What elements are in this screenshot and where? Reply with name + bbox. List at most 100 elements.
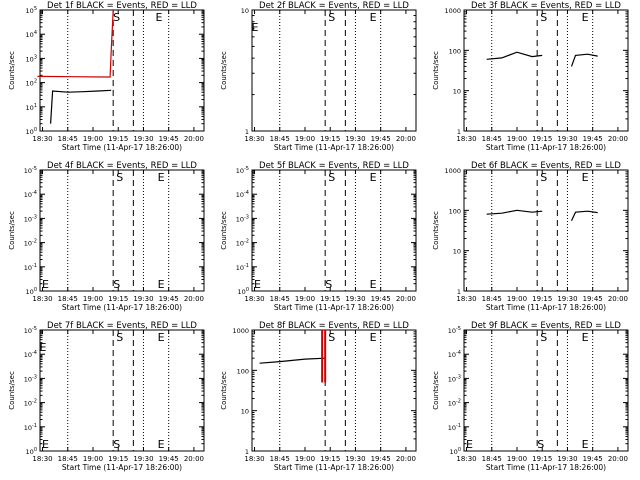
start-marker: S — [540, 331, 547, 344]
x-tick-label: 19:15 — [532, 135, 552, 143]
plot-frame — [251, 329, 417, 452]
x-tick-label: 19:30 — [557, 135, 577, 143]
y-tick-label: 100 — [26, 127, 37, 136]
panel-title: Det 1f BLACK = Events, RED = LLD — [47, 1, 197, 11]
x-tick-label: 19:45 — [583, 295, 603, 303]
y-axis-label: Counts/sec — [220, 211, 228, 250]
y-tick-label: 1 — [245, 448, 249, 456]
panel-title: Det 5f BLACK = Events, RED = LLD — [259, 161, 409, 171]
x-tick-label: 18:45 — [58, 135, 78, 143]
x-tick-label: 19:15 — [108, 455, 128, 463]
x-tick-label: 19:45 — [583, 135, 603, 143]
plot-frame — [463, 9, 629, 132]
y-axis-label: Counts/sec — [8, 211, 16, 250]
y-tick-label: 100 — [26, 287, 37, 296]
panel-title: Det 6f BLACK = Events, RED = LLD — [471, 161, 621, 171]
x-tick-label: 18:45 — [58, 295, 78, 303]
x-tick-label: 18:30 — [32, 455, 52, 463]
x-tick-label: 19:00 — [295, 455, 315, 463]
x-tick-label: 19:15 — [108, 135, 128, 143]
y-tick-label: 104 — [26, 30, 37, 39]
end-marker: E — [158, 171, 165, 184]
panel-3: Det 3f BLACK = Events, RED = LLD 18:30 18:… — [432, 1, 629, 152]
y-tick-label: 10-1 — [24, 263, 37, 272]
x-tick-label: 19:45 — [159, 135, 179, 143]
end-marker-bottom: E — [42, 278, 49, 291]
x-tick-label: 19:30 — [557, 455, 577, 463]
x-tick-label: 18:30 — [456, 135, 476, 143]
end-marker-bottom: E — [254, 278, 261, 291]
x-tick-label: 19:45 — [371, 135, 391, 143]
panel-2: Det 2f BLACK = Events, RED = LLD 18:30 18:… — [220, 1, 417, 152]
end-marker-bottom: E — [42, 438, 49, 451]
x-tick-label: 18:30 — [32, 295, 52, 303]
end-marker: E — [251, 21, 258, 34]
x-tick-label: 20:00 — [184, 135, 204, 143]
plot-frame — [39, 329, 205, 452]
y-tick-label: 10-1 — [236, 263, 249, 272]
y-tick-label: 10-3 — [24, 374, 37, 383]
y-tick-label: 100 — [449, 47, 461, 55]
x-tick-label: 18:30 — [32, 135, 52, 143]
panel-4: Det 4f BLACK = Events, RED = LLD 18:30 18:… — [8, 161, 205, 312]
x-tick-label: 19:30 — [345, 455, 365, 463]
x-tick-label: 19:30 — [133, 455, 153, 463]
x-tick-label: 19:00 — [83, 295, 103, 303]
x-tick-label: 19:15 — [532, 295, 552, 303]
plot-frame — [251, 169, 417, 292]
y-tick-label: 1000 — [444, 7, 461, 15]
panel-5: Det 5f BLACK = Events, RED = LLD 18:30 18:… — [220, 161, 417, 312]
x-tick-label: 18:30 — [456, 455, 476, 463]
panel-7: Det 7f BLACK = Events, RED = LLD 18:30 18:… — [8, 321, 205, 472]
end-marker: E — [370, 171, 377, 184]
x-axis-label: Start Time (11-Apr-17 18:26:00) — [486, 303, 606, 312]
x-tick-label: 20:00 — [184, 455, 204, 463]
end-marker: E — [582, 11, 589, 24]
x-tick-label: 18:30 — [244, 455, 264, 463]
plot-frame — [39, 169, 205, 292]
x-tick-label: 19:45 — [371, 455, 391, 463]
y-tick-label: 1 — [457, 288, 461, 296]
x-tick-label: 19:00 — [507, 135, 527, 143]
x-tick-label: 18:30 — [244, 135, 264, 143]
x-tick-label: 19:00 — [83, 455, 103, 463]
end-marker: E — [370, 331, 377, 344]
x-tick-label: 19:30 — [557, 295, 577, 303]
x-tick-label: 19:15 — [532, 455, 552, 463]
x-tick-label: 20:00 — [184, 295, 204, 303]
end-marker-bottom: E — [158, 278, 165, 291]
events-series — [259, 357, 326, 364]
y-tick-label: 1 — [457, 128, 461, 136]
x-tick-label: 18:30 — [244, 295, 264, 303]
y-tick-label: 100 — [238, 287, 249, 296]
x-axis-label: Start Time (11-Apr-17 18:26:00) — [274, 303, 394, 312]
y-axis-label: Counts/sec — [220, 51, 228, 90]
panel-title: Det 4f BLACK = Events, RED = LLD — [47, 161, 197, 171]
panel-6: Det 6f BLACK = Events, RED = LLD 18:30 18:… — [432, 161, 629, 312]
x-axis-label: Start Time (11-Apr-17 18:26:00) — [62, 303, 182, 312]
x-tick-label: 19:45 — [159, 455, 179, 463]
start-marker: S — [328, 11, 335, 24]
lld-series — [37, 9, 114, 78]
x-tick-label: 20:00 — [396, 135, 416, 143]
x-tick-label: 19:15 — [320, 295, 340, 303]
x-tick-label: 19:15 — [320, 135, 340, 143]
y-tick-label: 10-2 — [24, 399, 37, 408]
x-axis-label: Start Time (11-Apr-17 18:26:00) — [486, 143, 606, 152]
x-axis-label: Start Time (11-Apr-17 18:26:00) — [486, 463, 606, 472]
panel-title: Det 7f BLACK = Events, RED = LLD — [47, 321, 197, 331]
y-tick-label: 10-5 — [236, 166, 249, 175]
start-marker: S — [116, 331, 123, 344]
x-tick-label: 18:45 — [58, 455, 78, 463]
x-tick-label: 18:45 — [482, 455, 502, 463]
end-marker: E — [39, 341, 46, 354]
end-marker-bottom: E — [158, 438, 165, 451]
y-tick-label: 10-2 — [448, 399, 461, 408]
start-marker: S — [540, 171, 547, 184]
plot-frame — [463, 169, 629, 292]
x-tick-label: 19:45 — [159, 295, 179, 303]
y-tick-label: 100 — [450, 447, 461, 456]
y-axis-label: Counts/sec — [432, 371, 440, 410]
panel-title: Det 2f BLACK = Events, RED = LLD — [259, 1, 409, 11]
